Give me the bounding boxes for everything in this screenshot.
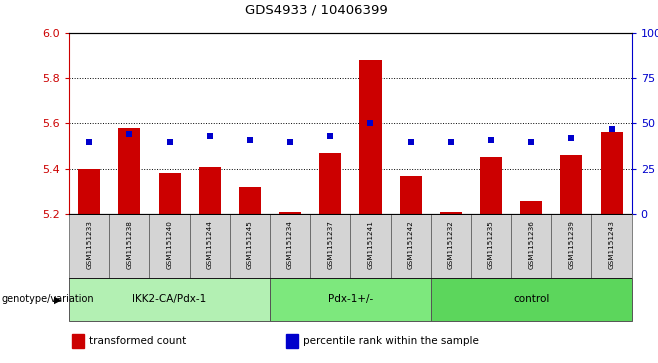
Point xyxy=(405,139,416,144)
Bar xyxy=(230,214,270,278)
Point xyxy=(164,139,175,144)
Bar xyxy=(431,214,471,278)
Text: GSM1151234: GSM1151234 xyxy=(287,220,293,269)
Text: GSM1151232: GSM1151232 xyxy=(448,220,454,269)
Bar xyxy=(480,158,502,214)
Point xyxy=(285,139,295,144)
Bar xyxy=(431,278,632,321)
Point xyxy=(365,121,376,126)
Bar xyxy=(359,60,382,214)
Text: GDS4933 / 10406399: GDS4933 / 10406399 xyxy=(245,3,388,16)
Point xyxy=(526,139,536,144)
Point xyxy=(245,137,255,143)
Bar xyxy=(159,174,180,214)
Text: genotype/variation: genotype/variation xyxy=(1,294,94,305)
Bar xyxy=(69,214,109,278)
Bar xyxy=(199,167,221,214)
Bar xyxy=(69,278,270,321)
Bar xyxy=(551,214,592,278)
Text: percentile rank within the sample: percentile rank within the sample xyxy=(303,336,478,346)
Bar xyxy=(286,334,298,348)
Text: GSM1151243: GSM1151243 xyxy=(609,220,615,269)
Point xyxy=(205,133,215,139)
Bar xyxy=(78,169,100,214)
Bar xyxy=(239,187,261,214)
Point xyxy=(325,133,336,139)
Text: Pdx-1+/-: Pdx-1+/- xyxy=(328,294,373,305)
Text: GSM1151235: GSM1151235 xyxy=(488,220,494,269)
Bar xyxy=(149,214,190,278)
Text: control: control xyxy=(513,294,549,305)
Bar xyxy=(350,214,391,278)
Bar xyxy=(511,214,551,278)
Bar xyxy=(601,132,622,214)
Text: GSM1151244: GSM1151244 xyxy=(207,220,213,269)
Bar xyxy=(118,128,140,214)
Bar xyxy=(592,214,632,278)
Text: GSM1151241: GSM1151241 xyxy=(367,220,374,269)
Bar xyxy=(520,201,542,214)
Point xyxy=(124,131,135,137)
Text: GSM1151245: GSM1151245 xyxy=(247,220,253,269)
Bar xyxy=(270,278,431,321)
Bar xyxy=(440,212,462,214)
Point xyxy=(566,135,576,141)
Text: GSM1151239: GSM1151239 xyxy=(569,220,574,269)
Bar xyxy=(561,155,582,214)
Bar xyxy=(471,214,511,278)
Bar xyxy=(109,214,149,278)
Point xyxy=(486,137,496,143)
Bar xyxy=(319,153,342,214)
Text: GSM1151242: GSM1151242 xyxy=(408,220,414,269)
Text: GSM1151238: GSM1151238 xyxy=(126,220,132,269)
Text: GSM1151236: GSM1151236 xyxy=(528,220,534,269)
Bar xyxy=(72,334,84,348)
Text: IKK2-CA/Pdx-1: IKK2-CA/Pdx-1 xyxy=(132,294,207,305)
Bar xyxy=(279,212,301,214)
Point xyxy=(445,139,456,144)
Text: transformed count: transformed count xyxy=(89,336,186,346)
Text: GSM1151233: GSM1151233 xyxy=(86,220,92,269)
Bar xyxy=(310,214,350,278)
Text: GSM1151240: GSM1151240 xyxy=(166,220,172,269)
Bar xyxy=(270,214,310,278)
Text: GSM1151237: GSM1151237 xyxy=(327,220,334,269)
Bar xyxy=(190,214,230,278)
Point xyxy=(84,139,95,144)
Text: ▶: ▶ xyxy=(53,294,61,305)
Bar xyxy=(391,214,431,278)
Bar xyxy=(399,176,422,214)
Point xyxy=(606,126,617,132)
